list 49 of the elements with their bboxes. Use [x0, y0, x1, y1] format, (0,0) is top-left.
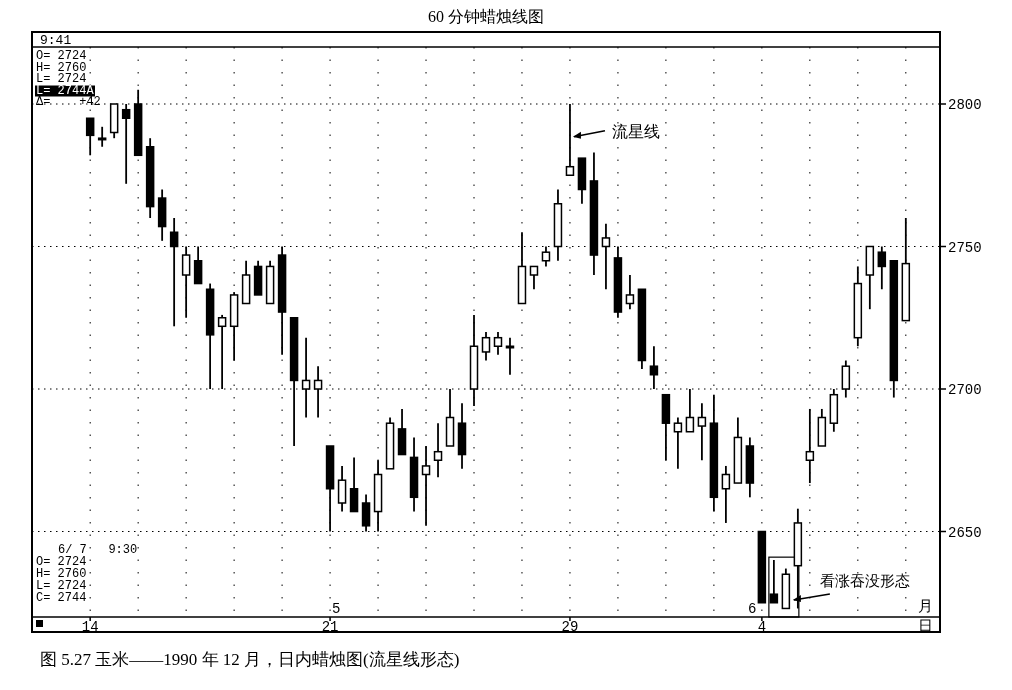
y-tick-label: 2700: [948, 382, 982, 398]
candlestick: [349, 456, 359, 513]
candlestick: [313, 365, 323, 419]
candlestick: [433, 422, 443, 479]
annotation: 6/ 7 9:30: [58, 543, 138, 557]
x-tick-label: 21: [321, 619, 339, 635]
y-tick-label: 2650: [948, 524, 982, 541]
caption: 图 5.27 玉米——1990 年 12 月，日内蜡烛图(流星线形态): [40, 650, 460, 669]
annotation: 看涨吞没形态: [819, 572, 910, 589]
candlestick: [493, 331, 503, 356]
candlestick: [625, 274, 635, 311]
text: 9:41: [40, 33, 72, 48]
candlestick: [841, 359, 851, 399]
candlestick: [505, 336, 515, 376]
x-tick-label: 29: [561, 619, 579, 635]
candlestick: [193, 245, 203, 285]
candlestick: [541, 245, 551, 268]
x-tick-label: 4: [757, 619, 767, 635]
annotation: 6: [747, 601, 757, 617]
candlestick: [337, 465, 347, 513]
annotation: 流星线: [611, 122, 660, 140]
text: 月: [918, 598, 933, 614]
x-tick-label: 14: [81, 619, 99, 635]
annotation: O= 2724: [36, 555, 87, 569]
annotation: 5: [332, 601, 341, 617]
y-tick-label: 2800: [948, 97, 982, 113]
candlestick: [673, 416, 683, 470]
annotation: L= 2724: [36, 72, 87, 86]
candlestick: [169, 217, 179, 328]
annotation: O= 2724: [36, 49, 87, 63]
candlestick: [697, 402, 707, 462]
annotation: Δ= +42: [36, 95, 101, 109]
candlestick: [301, 336, 311, 419]
candlestick: [529, 265, 539, 291]
candlestick: [805, 408, 815, 484]
candlestick: [421, 445, 431, 527]
candlestick: [181, 245, 191, 319]
candlestick: [721, 465, 731, 524]
annotation: C= 2744: [36, 591, 87, 605]
annotation: L= 2724: [36, 579, 87, 593]
y-tick-label: 2750: [948, 239, 982, 256]
candlestick: [769, 559, 779, 604]
chart-title: 60 分钟蜡烛线图: [428, 8, 544, 25]
candlestick: [877, 245, 887, 291]
candlestick: [85, 117, 95, 157]
candlestick: [601, 222, 611, 291]
candlestick: [481, 331, 491, 362]
candlestick: [97, 125, 107, 148]
annotation: H= 2760: [36, 567, 87, 581]
